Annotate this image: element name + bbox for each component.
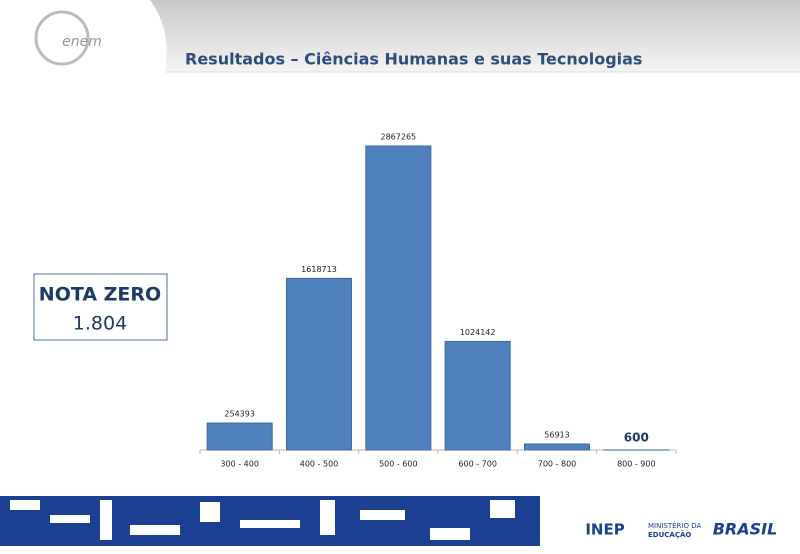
footer-pattern [130,525,180,535]
bar [366,146,431,450]
ministry-text: EDUCAÇÃO [648,530,691,539]
bar [524,444,589,450]
footer-pattern [490,500,515,518]
x-tick-label: 500 - 600 [379,460,418,469]
callout-label: NOTA ZERO [39,284,161,306]
value-label: 56913 [544,430,569,439]
value-label: 1024142 [460,328,496,337]
bar [207,423,272,450]
logo-text: enem [62,34,102,50]
value-label: 254393 [224,410,255,419]
bar [445,341,510,450]
footer: INEP MINISTÉRIO DA EDUCAÇÃO BRASIL [0,496,777,546]
x-tick-label: 400 - 500 [300,460,339,469]
footer-pattern [320,500,335,535]
value-label: 2867265 [381,133,417,142]
footer-pattern [360,510,405,520]
footer-pattern [240,520,300,528]
bar [286,278,351,450]
footer-pattern [100,500,112,540]
x-tick-label: 700 - 800 [538,460,577,469]
footer-pattern [200,502,220,522]
ministry-text: MINISTÉRIO DA [648,521,701,530]
x-tick-label: 800 - 900 [617,460,656,469]
footer-pattern [10,500,40,510]
x-tick-label: 300 - 400 [220,460,259,469]
brasil-logo: BRASIL [713,520,778,539]
value-label: 600 [624,430,649,444]
x-tick-label: 600 - 700 [458,460,497,469]
value-label: 1618713 [301,265,337,274]
inep-logo: INEP [585,521,624,539]
footer-pattern [50,515,90,523]
footer-pattern [430,528,470,540]
slide-title: Resultados – Ciências Humanas e suas Tec… [185,50,642,69]
callout-value: 1.804 [73,313,127,335]
